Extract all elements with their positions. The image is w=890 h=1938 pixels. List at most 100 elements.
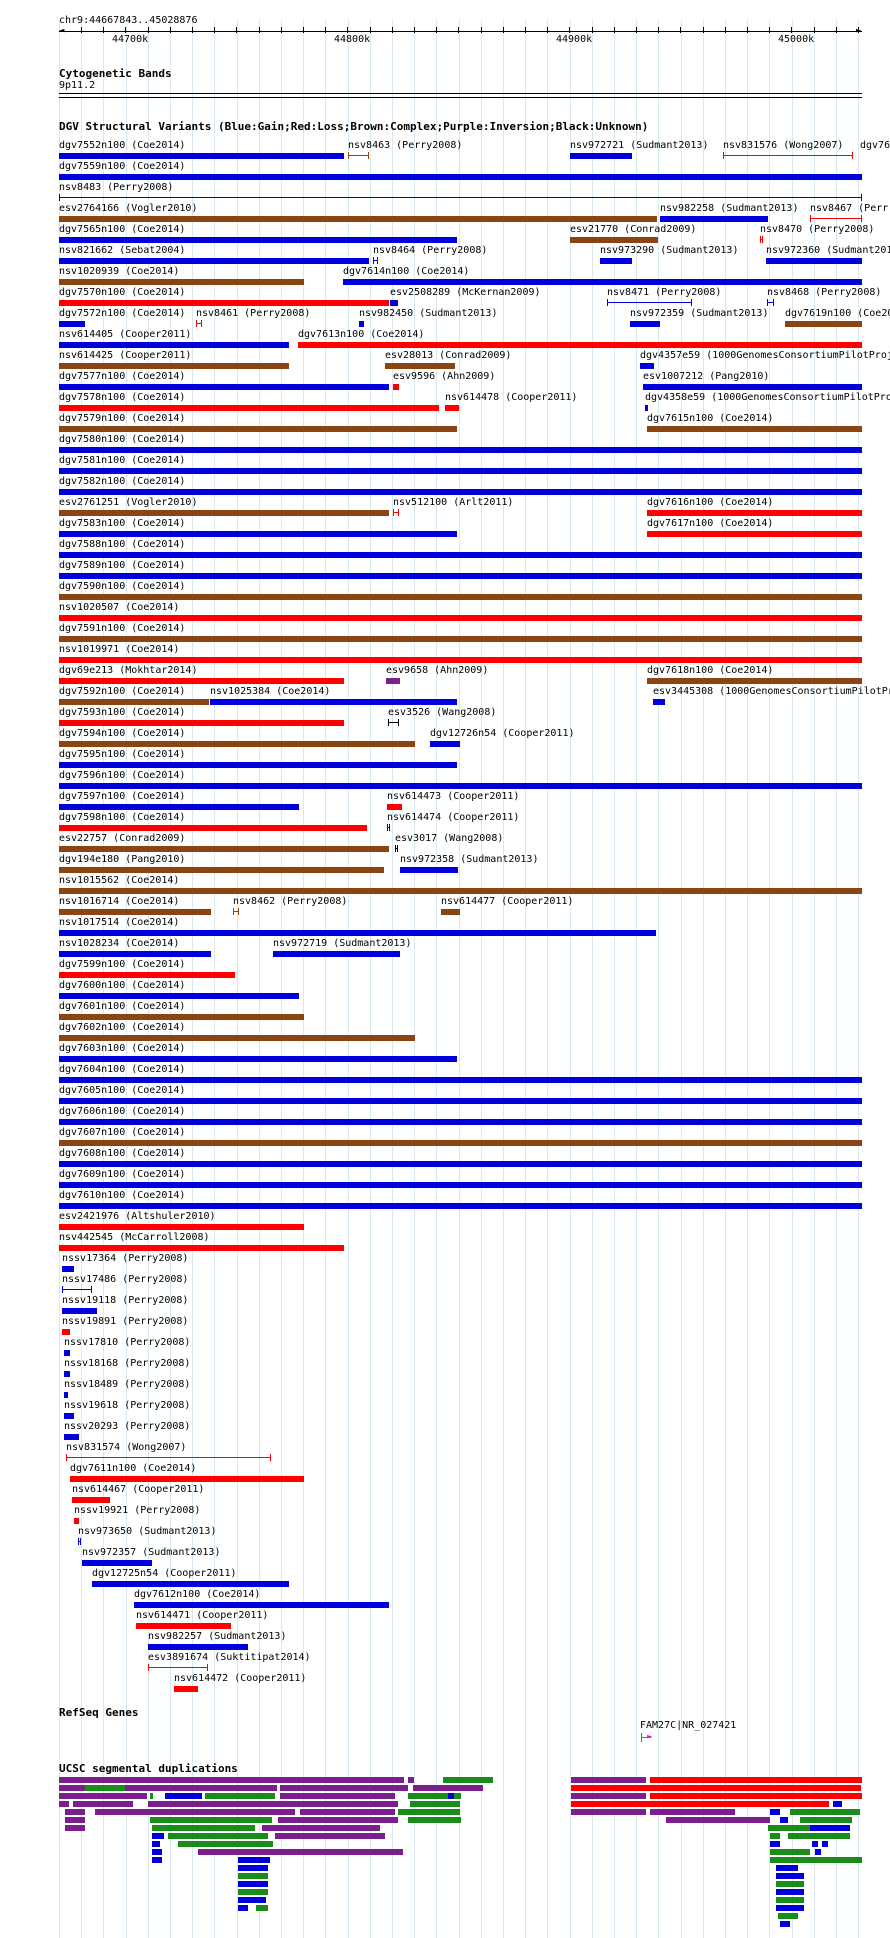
sv-feature-bar[interactable] <box>59 636 862 642</box>
sv-feature-bar[interactable] <box>785 321 862 327</box>
segdup-feature[interactable] <box>800 1817 852 1823</box>
segdup-feature[interactable] <box>152 1841 160 1847</box>
segdup-feature[interactable] <box>666 1817 770 1823</box>
sv-feature-label[interactable]: dgv7581n100 (Coe2014) <box>59 455 186 466</box>
segdup-feature[interactable] <box>408 1793 461 1799</box>
segdup-feature[interactable] <box>770 1849 810 1855</box>
segdup-feature[interactable] <box>238 1897 266 1903</box>
segdup-feature[interactable] <box>168 1833 268 1839</box>
sv-feature-bar[interactable] <box>647 531 862 537</box>
segdup-feature[interactable] <box>275 1833 385 1839</box>
segdup-feature[interactable] <box>448 1793 454 1799</box>
sv-feature-bar[interactable] <box>766 258 862 264</box>
sv-feature-label[interactable]: esv9596 (Ahn2009) <box>393 371 496 382</box>
segdup-feature[interactable] <box>443 1777 493 1783</box>
sv-feature-bar[interactable] <box>59 153 344 159</box>
sv-feature-bar[interactable] <box>148 1644 248 1650</box>
sv-feature-bar[interactable] <box>59 426 457 432</box>
sv-feature-bar[interactable] <box>273 951 400 957</box>
sv-feature-label[interactable]: dgv7582n100 (Coe2014) <box>59 476 186 487</box>
segdup-feature[interactable] <box>152 1849 162 1855</box>
segdup-feature[interactable] <box>148 1801 398 1807</box>
sv-feature-bar[interactable] <box>62 1308 97 1314</box>
sv-feature-bar[interactable] <box>59 825 367 831</box>
sv-feature-bar[interactable] <box>59 657 862 663</box>
sv-feature-label[interactable]: dgv7594n100 (Coe2014) <box>59 728 186 739</box>
sv-feature-bar[interactable] <box>810 218 862 219</box>
sv-feature-bar[interactable] <box>373 260 377 261</box>
sv-feature-bar[interactable] <box>647 426 862 432</box>
sv-feature-bar[interactable] <box>645 405 648 411</box>
sv-feature-label[interactable]: nsv831576 (Wong2007) <box>723 140 844 151</box>
sv-feature-label[interactable]: dgv7590n100 (Coe2014) <box>59 581 186 592</box>
sv-feature-label[interactable]: nsv8462 (Perry2008) <box>233 896 348 907</box>
sv-feature-label[interactable]: nssv20293 (Perry2008) <box>64 1421 191 1432</box>
segdup-feature[interactable] <box>413 1785 483 1791</box>
segdup-feature[interactable] <box>815 1849 821 1855</box>
sv-feature-bar[interactable] <box>59 1014 304 1020</box>
sv-feature-bar[interactable] <box>660 216 768 222</box>
sv-feature-label[interactable]: dgv7618n100 (Coe2014) <box>647 665 774 676</box>
segdup-feature[interactable] <box>810 1825 850 1831</box>
sv-feature-bar[interactable] <box>59 342 289 348</box>
sv-feature-label[interactable]: dgv7611n100 (Coe2014) <box>70 1463 197 1474</box>
sv-feature-label[interactable]: dgv194e180 (Pang2010) <box>59 854 186 865</box>
sv-feature-label[interactable]: dgv7578n100 (Coe2014) <box>59 392 186 403</box>
sv-feature-bar[interactable] <box>59 846 389 852</box>
sv-feature-bar[interactable] <box>64 1371 70 1377</box>
sv-feature-label[interactable]: esv21770 (Conrad2009) <box>570 224 697 235</box>
sv-feature-label[interactable]: nsv1028234 (Coe2014) <box>59 938 180 949</box>
sv-feature-label[interactable]: dgv4358e59 (1000GenomesConsortiumPilotPr… <box>645 392 890 403</box>
segdup-feature[interactable] <box>398 1809 460 1815</box>
sv-feature-bar[interactable] <box>59 594 862 600</box>
sv-feature-bar[interactable] <box>348 155 368 156</box>
sv-feature-bar[interactable] <box>92 1581 289 1587</box>
segdup-feature[interactable] <box>280 1785 408 1791</box>
sv-feature-label[interactable]: dgv7588n100 (Coe2014) <box>59 539 186 550</box>
sv-feature-label[interactable]: dgv7552n100 (Coe2014) <box>59 140 186 151</box>
sv-feature-bar[interactable] <box>59 237 457 243</box>
segdup-feature[interactable] <box>59 1777 404 1783</box>
sv-feature-label[interactable]: dgv69e213 (Mokhtar2014) <box>59 665 198 676</box>
sv-feature-bar[interactable] <box>59 699 209 705</box>
sv-feature-label[interactable]: dgv12726n54 (Cooper2011) <box>430 728 575 739</box>
sv-feature-label[interactable]: nsv982257 (Sudmant2013) <box>148 1631 287 1642</box>
sv-feature-bar[interactable] <box>59 489 862 495</box>
segdup-feature[interactable] <box>152 1857 162 1863</box>
sv-feature-label[interactable]: nsv614471 (Cooper2011) <box>136 1610 269 1621</box>
sv-feature-bar[interactable] <box>72 1497 110 1503</box>
sv-feature-bar[interactable] <box>59 1245 344 1251</box>
sv-feature-label[interactable]: dgv7607n100 (Coe2014) <box>59 1127 186 1138</box>
sv-feature-label[interactable]: nsv982450 (Sudmant2013) <box>359 308 498 319</box>
sv-feature-label[interactable]: dgv7598n100 (Coe2014) <box>59 812 186 823</box>
segdup-feature[interactable] <box>770 1833 780 1839</box>
sv-feature-label[interactable]: dgv7577n100 (Coe2014) <box>59 371 186 382</box>
sv-feature-label[interactable]: esv3445308 (1000GenomesConsortiumPilotPr <box>653 686 890 697</box>
sv-feature-label[interactable]: nsv972358 (Sudmant2013) <box>400 854 539 865</box>
sv-feature-bar[interactable] <box>59 321 85 327</box>
sv-feature-label[interactable]: dgv7589n100 (Coe2014) <box>59 560 186 571</box>
sv-feature-label[interactable]: dgv7610n100 (Coe2014) <box>59 1190 186 1201</box>
segdup-feature[interactable] <box>650 1777 862 1783</box>
segdup-feature[interactable] <box>238 1881 268 1887</box>
sv-feature-bar[interactable] <box>59 174 862 180</box>
segdup-feature[interactable] <box>59 1793 147 1799</box>
segdup-feature[interactable] <box>238 1905 248 1911</box>
sv-feature-bar[interactable] <box>643 384 862 390</box>
sv-feature-bar[interactable] <box>59 1224 304 1230</box>
sv-feature-bar[interactable] <box>59 951 211 957</box>
sv-feature-bar[interactable] <box>59 678 344 684</box>
sv-feature-bar[interactable] <box>59 615 862 621</box>
sv-feature-label[interactable]: dgv7595n100 (Coe2014) <box>59 749 186 760</box>
sv-feature-bar[interactable] <box>210 699 457 705</box>
sv-feature-label[interactable]: dgv7559n100 (Coe2014) <box>59 161 186 172</box>
sv-feature-label[interactable]: dgv7603n100 (Coe2014) <box>59 1043 186 1054</box>
sv-feature-bar[interactable] <box>59 804 299 810</box>
segdup-feature[interactable] <box>73 1801 133 1807</box>
sv-feature-label[interactable]: nsv614474 (Cooper2011) <box>387 812 520 823</box>
sv-feature-bar[interactable] <box>59 447 862 453</box>
segdup-feature[interactable] <box>125 1785 277 1791</box>
sv-feature-label[interactable]: nsv8468 (Perry2008) <box>767 287 882 298</box>
segdup-feature[interactable] <box>768 1825 810 1831</box>
sv-feature-label[interactable]: esv1007212 (Pang2010) <box>643 371 770 382</box>
